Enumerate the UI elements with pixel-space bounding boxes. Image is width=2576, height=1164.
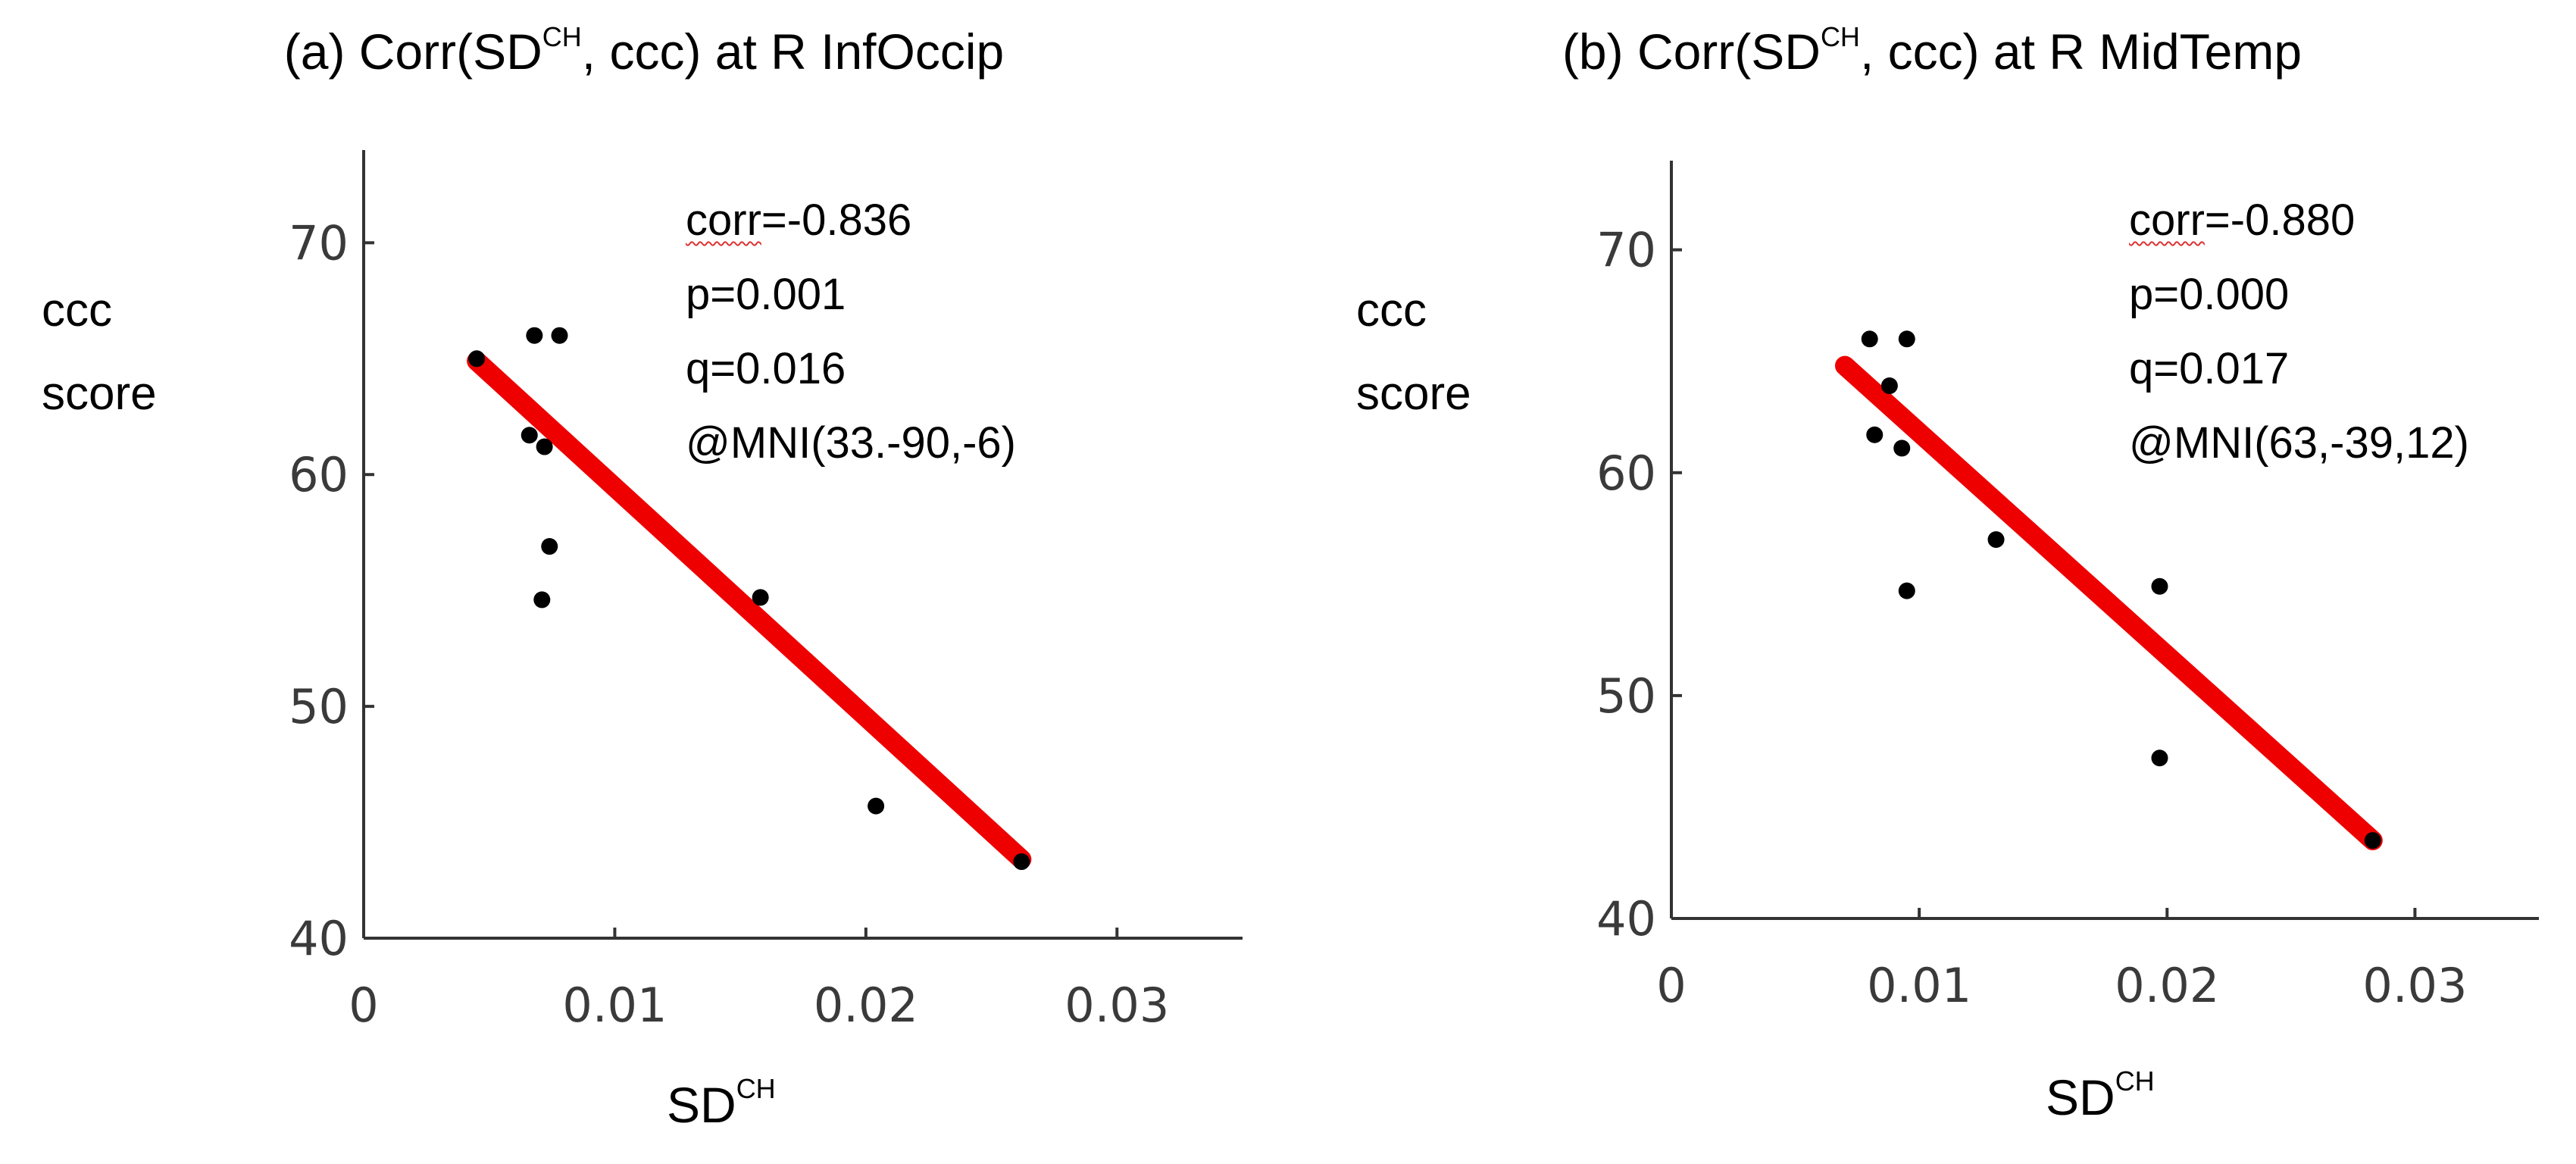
y-axis-label: ccc score [1356, 284, 1471, 420]
data-point [1898, 582, 1915, 599]
chart-panel-a: (a) Corr(SDCH, ccc) at R InfOccip ccc sc… [42, 21, 1243, 1133]
x-tick-label: 0.03 [1064, 978, 1169, 1033]
data-point [521, 427, 538, 444]
y-tick-label: 60 [289, 447, 349, 502]
y-tick-label: 50 [1596, 668, 1656, 724]
x-tick-label: 0 [1656, 958, 1686, 1013]
data-point [468, 350, 486, 368]
data-point [533, 591, 551, 609]
x-tick-label: 0.01 [562, 978, 667, 1033]
chart-panel-b: (b) Corr(SDCH, ccc) at R MidTemp ccc sco… [1288, 0, 2576, 1164]
x-tick-label: 0.01 [1867, 958, 1971, 1013]
y-tick-label: 70 [289, 215, 349, 271]
data-point [1880, 377, 1898, 395]
data-point [526, 327, 543, 344]
data-point [2151, 749, 2168, 767]
data-point [541, 538, 558, 555]
regression-line [1835, 355, 2383, 851]
x-tick-label: 0 [349, 978, 378, 1033]
x-axis-label: SDCH [2046, 1065, 2155, 1125]
stats-annotation: corr=-0.836 p=0.001 q=0.016 @MNI(33.-90,… [686, 196, 1016, 468]
x-tick-label: 0.02 [2115, 958, 2219, 1013]
x-tick-label: 0.02 [814, 978, 918, 1033]
y-tick-label: 50 [289, 679, 349, 734]
data-point [551, 327, 568, 344]
y-axis-label: ccc score [42, 284, 157, 420]
y-tick-label: 40 [1596, 891, 1656, 947]
scatter-plot: 40 50 60 70 0 0.01 0.02 0.03 [289, 150, 1243, 1033]
data-point [1898, 330, 1915, 348]
x-tick-label: 0.03 [2362, 958, 2467, 1013]
data-point [2151, 577, 2168, 595]
y-tick-label: 70 [1596, 223, 1656, 278]
data-point [1987, 531, 2005, 548]
stats-annotation: corr=-0.880 p=0.000 q=0.017 @MNI(63,-39,… [2129, 196, 2469, 468]
data-point [1893, 440, 1911, 457]
y-tick-label: 40 [289, 911, 349, 966]
data-point [1861, 330, 1878, 348]
chart-title: (b) Corr(SDCH, ccc) at R MidTemp [1562, 21, 2302, 80]
scatter-plot: 40 50 60 70 0 0.01 0.02 0.03 [1596, 161, 2539, 1013]
x-axis-label: SDCH [667, 1073, 776, 1133]
data-point [2364, 832, 2381, 850]
chart-title: (a) Corr(SDCH, ccc) at R InfOccip [283, 21, 1005, 80]
regression-line [467, 351, 1032, 869]
data-point [536, 438, 553, 455]
data-point [1013, 853, 1030, 871]
y-tick-label: 60 [1596, 446, 1656, 501]
data-point [752, 589, 769, 606]
data-point [868, 797, 885, 815]
data-point [1866, 426, 1884, 443]
